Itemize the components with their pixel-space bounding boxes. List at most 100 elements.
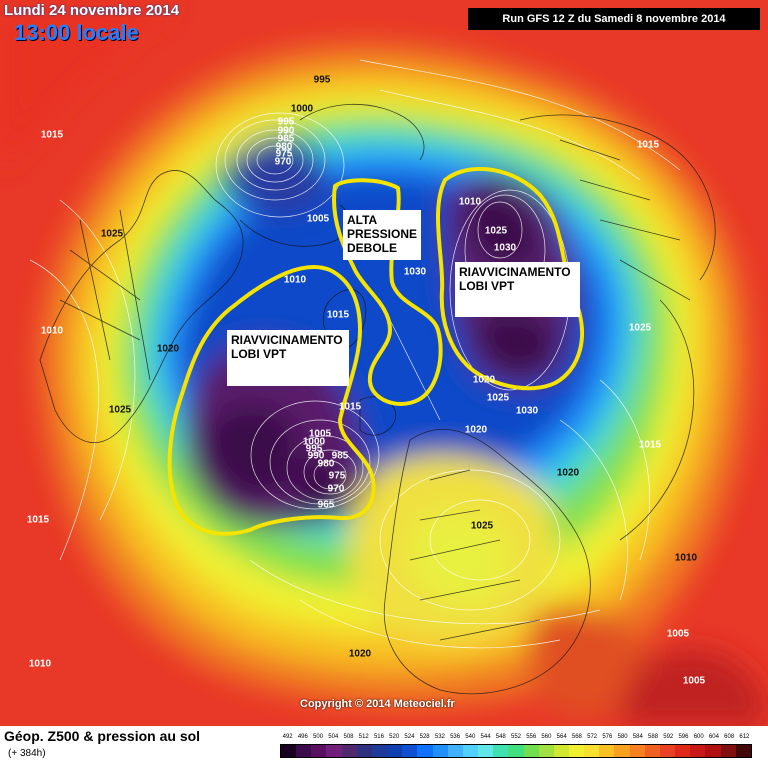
legend-tick-label: 508 <box>343 734 354 740</box>
pressure-label: 965 <box>317 499 335 511</box>
legend-swatch <box>493 745 509 757</box>
legend-tick-label: 536 <box>450 734 461 740</box>
legend-tick-label: 504 <box>328 734 339 740</box>
pressure-label: 1030 <box>493 242 517 254</box>
pressure-label: 1010 <box>28 658 52 670</box>
pressure-label: 1015 <box>638 439 662 451</box>
pressure-label: 1030 <box>403 266 427 278</box>
pressure-label: 1025 <box>470 520 494 532</box>
legend-swatch <box>644 745 660 757</box>
legend-tick-label: 556 <box>526 734 537 740</box>
legend-tick-label: 568 <box>571 734 582 740</box>
legend-tick-label: 544 <box>480 734 491 740</box>
pressure-label: 1020 <box>348 648 372 660</box>
pressure-label: 1010 <box>458 196 482 208</box>
legend-tick-label: 584 <box>632 734 643 740</box>
pressure-isobars <box>29 59 681 649</box>
pressure-label: 975 <box>275 148 293 160</box>
legend-title: Géop. Z500 & pression au sol <box>4 728 201 744</box>
pressure-label: 990 <box>277 125 295 137</box>
legend-tick-label: 580 <box>617 734 628 740</box>
pressure-label: 1005 <box>306 213 330 225</box>
pressure-label: 1005 <box>308 428 332 440</box>
legend-swatch <box>387 745 403 757</box>
pressure-label: 1025 <box>484 225 508 237</box>
model-run-info: Run GFS 12 Z du Samedi 8 novembre 2014 <box>468 8 760 30</box>
pressure-label: 1005 <box>666 628 690 640</box>
geopotential-map: Lundi 24 novembre 2014 13:00 locale Run … <box>0 0 768 726</box>
legend-tick-label: 604 <box>708 734 719 740</box>
legend-swatch <box>614 745 630 757</box>
copyright-notice: Copyright © 2014 Meteociel.fr <box>300 698 455 710</box>
legend-panel: Géop. Z500 & pression au sol (+ 384h) 49… <box>0 726 768 768</box>
forecast-date: Lundi 24 novembre 2014 <box>4 2 180 19</box>
legend-swatch <box>478 745 494 757</box>
legend-scale-ticks: 492 496 500 504 508 512 516 520 524 528 532 536 540 5… <box>280 734 752 744</box>
pressure-label: 1010 <box>40 325 64 337</box>
legend-forecast-hour: (+ 384h) <box>8 748 46 759</box>
annotation-riavvicinamento-west: RIAVVICINAMENTO LOBI VPT <box>227 330 349 386</box>
pressure-label: 1015 <box>636 139 660 151</box>
legend-tick-label: 516 <box>373 734 384 740</box>
forecast-local-time: 13:00 locale <box>14 20 139 45</box>
legend-tick-label: 512 <box>358 734 369 740</box>
annotation-riavvicinamento-east: RIAVVICINAMENTO LOBI VPT <box>455 262 580 317</box>
legend-tick-label: 592 <box>663 734 674 740</box>
pressure-label: 995 <box>305 443 323 455</box>
legend-color-scale <box>280 744 752 758</box>
legend-tick-label: 572 <box>587 734 598 740</box>
pressure-label: 1020 <box>472 374 496 386</box>
pressure-label: 975 <box>328 470 346 482</box>
pressure-label: 1030 <box>515 405 539 417</box>
legend-tick-label: 564 <box>556 734 567 740</box>
pressure-label: 1025 <box>108 404 132 416</box>
pressure-label: 1025 <box>628 322 652 334</box>
pressure-label: 1005 <box>682 675 706 687</box>
legend-swatch <box>538 745 554 757</box>
legend-swatch <box>553 745 569 757</box>
pressure-label: 980 <box>275 141 293 153</box>
legend-tick-label: 524 <box>404 734 415 740</box>
legend-tick-label: 540 <box>465 734 476 740</box>
pressure-label: 970 <box>327 483 345 495</box>
pressure-label: 1020 <box>464 424 488 436</box>
legend-tick-label: 548 <box>495 734 506 740</box>
legend-tick-label: 560 <box>541 734 552 740</box>
legend-swatch <box>629 745 645 757</box>
pressure-label: 1025 <box>486 392 510 404</box>
legend-tick-label: 532 <box>434 734 445 740</box>
legend-tick-label: 588 <box>648 734 659 740</box>
legend-swatch <box>568 745 585 757</box>
legend-swatch <box>326 745 342 757</box>
legend-tick-label: 612 <box>739 734 750 740</box>
legend-tick-label: 596 <box>678 734 689 740</box>
pressure-label: 1025 <box>100 228 124 240</box>
z500-color-field <box>0 0 768 726</box>
legend-tick-label: 500 <box>313 734 324 740</box>
legend-tick-label: 552 <box>510 734 522 740</box>
pressure-label: 1020 <box>156 343 180 355</box>
legend-tick-label: 608 <box>724 734 735 740</box>
legend-swatch <box>523 745 539 757</box>
legend-swatch <box>462 745 479 757</box>
pressure-label: 990 <box>307 450 325 462</box>
legend-swatch <box>735 745 751 757</box>
pressure-label: 985 <box>331 450 349 462</box>
pressure-label: 985 <box>277 133 295 145</box>
legend-swatch <box>296 745 312 757</box>
legend-swatch <box>659 745 676 757</box>
legend-tick-label: 528 <box>419 734 430 740</box>
legend-swatch <box>311 745 327 757</box>
legend-tick-label: 496 <box>297 734 308 740</box>
pressure-label: 1010 <box>283 274 307 286</box>
pressure-label: 1015 <box>26 514 50 526</box>
map-graphic <box>0 0 768 726</box>
legend-tick-label: 492 <box>282 734 293 740</box>
pressure-label: 970 <box>274 156 292 168</box>
pressure-label: 1000 <box>302 436 326 448</box>
legend-swatch <box>341 745 357 757</box>
coastlines <box>39 103 716 695</box>
pressure-label: 1015 <box>338 401 362 413</box>
legend-swatch <box>432 745 448 757</box>
